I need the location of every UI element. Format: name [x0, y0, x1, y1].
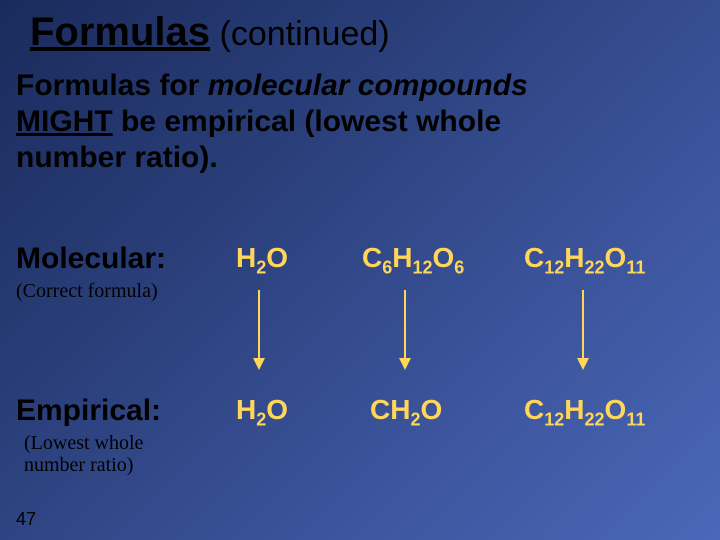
- slide: Formulas (continued) Formulas for molecu…: [0, 0, 720, 540]
- body-line1a: Formulas for: [16, 69, 208, 102]
- body-text: Formulas for molecular compounds MIGHT b…: [16, 68, 704, 176]
- empirical-sublabel-1: (Lowest whole: [24, 432, 143, 455]
- formula-molecular-1: H2O: [236, 242, 288, 274]
- formula-empirical-1: H2O: [236, 394, 288, 426]
- formula-empirical-2: CH2O: [370, 394, 442, 426]
- arrow-icon: [582, 290, 584, 368]
- body-line2a: MIGHT: [16, 105, 113, 138]
- empirical-sublabel-2: number ratio): [24, 454, 133, 477]
- body-line3: number ratio).: [16, 141, 218, 174]
- empirical-label: Empirical:: [16, 394, 161, 428]
- title-paren: (continued): [210, 15, 390, 53]
- arrow-icon: [404, 290, 406, 368]
- molecular-sublabel: (Correct formula): [16, 280, 158, 303]
- body-line1b: molecular compounds: [208, 69, 528, 102]
- molecular-label: Molecular:: [16, 242, 166, 276]
- formula-empirical-3: C12H22O11: [524, 394, 645, 426]
- arrow-icon: [258, 290, 260, 368]
- page-number: 47: [16, 509, 36, 530]
- formula-molecular-2: C6H12O6: [362, 242, 464, 274]
- title-main: Formulas: [30, 10, 210, 54]
- body-line2b: be empirical (lowest whole: [113, 105, 501, 138]
- formula-molecular-3: C12H22O11: [524, 242, 645, 274]
- slide-title: Formulas (continued): [30, 10, 390, 55]
